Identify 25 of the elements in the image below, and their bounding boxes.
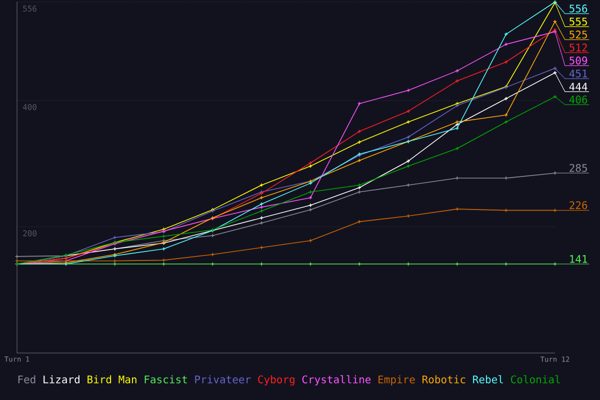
y-tick-label: 400 [22, 104, 36, 110]
text: Bird Man [88, 375, 136, 384]
text: Robotic [422, 375, 466, 384]
text: Crystalline [302, 375, 371, 386]
text: Lizard [44, 375, 80, 384]
text: Privateer [195, 375, 251, 384]
text: Cyborg [258, 375, 294, 386]
data-label: 556 [570, 4, 588, 12]
data-label: 451 [569, 70, 588, 78]
data-label: 444 [569, 82, 588, 91]
data-label: 285 [570, 164, 587, 172]
text: Fed [18, 375, 36, 384]
y-tick-label: 556 [23, 6, 36, 12]
data-label: 226 [570, 201, 588, 210]
data-label: 509 [570, 56, 588, 64]
data-label: 141 [570, 255, 588, 263]
text: Rebel [473, 375, 503, 384]
text: Colonial [510, 375, 560, 384]
text: Empire [378, 375, 415, 386]
data-label: 555 [570, 18, 587, 26]
data-label: 512 [570, 44, 587, 52]
text: Fascist [144, 375, 187, 384]
data-label: 406 [569, 96, 588, 104]
data-label: 525 [570, 30, 587, 38]
y-tick-label: 200 [23, 230, 36, 236]
